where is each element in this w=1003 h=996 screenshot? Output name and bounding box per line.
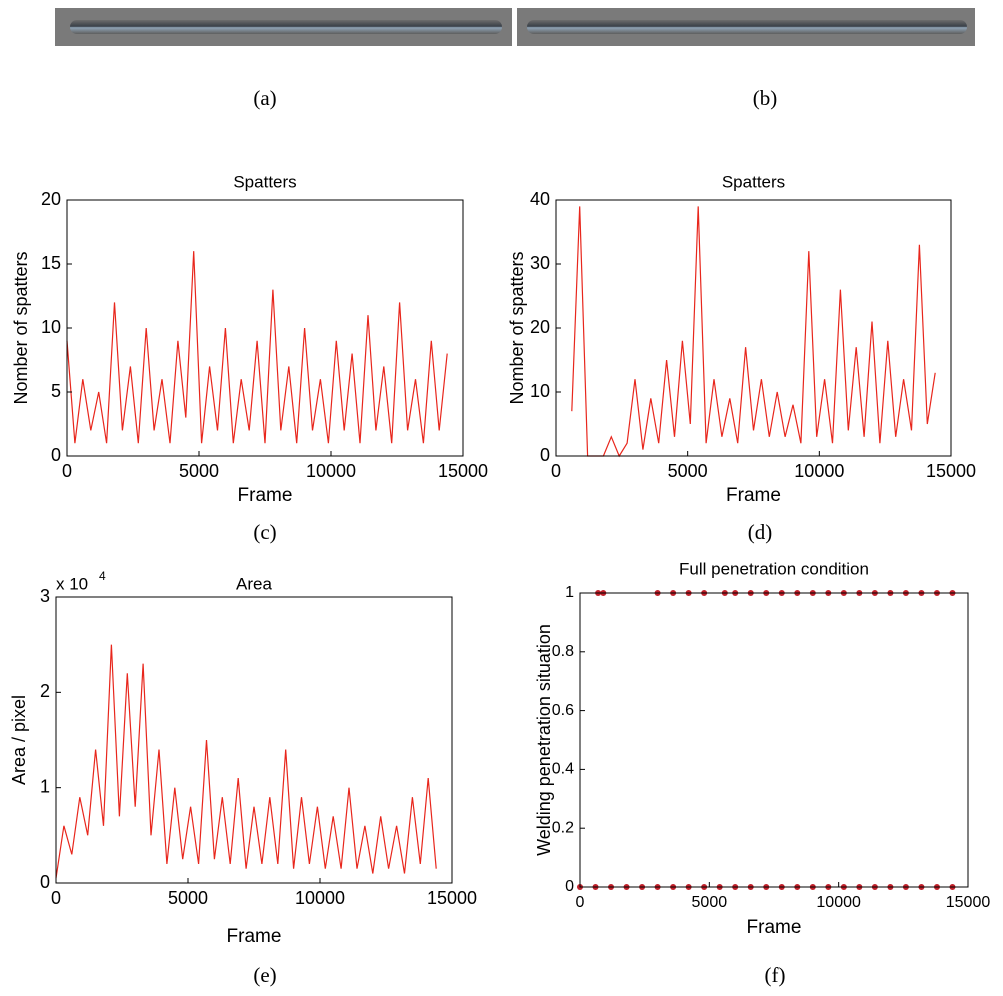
panel-label: (b) bbox=[753, 86, 778, 110]
x-tick-label: 0 bbox=[576, 894, 585, 911]
x-tick-label: 5000 bbox=[692, 894, 728, 911]
x-tick-label: 15000 bbox=[926, 461, 976, 481]
y-tick-label: 5 bbox=[51, 381, 61, 401]
y-tick-label: 1 bbox=[40, 776, 50, 796]
x-tick-label: 10000 bbox=[306, 461, 356, 481]
x-tick-label: 15000 bbox=[438, 461, 488, 481]
axes-frame bbox=[55, 596, 453, 884]
y-multiplier-exponent: 4 bbox=[99, 569, 106, 583]
y-tick-label: 0 bbox=[51, 445, 61, 465]
data-line bbox=[55, 644, 437, 879]
plot-area bbox=[580, 593, 968, 887]
y-tick-label: 15 bbox=[41, 253, 61, 273]
chart-title: Spatters bbox=[233, 172, 296, 191]
plot-area bbox=[56, 597, 452, 883]
y-tick-label: 1 bbox=[565, 584, 574, 601]
x-axis-label: Frame bbox=[238, 485, 293, 506]
data-line bbox=[66, 251, 448, 444]
chart-title: Spatters bbox=[722, 172, 785, 191]
y-multiplier: x 10 bbox=[56, 574, 88, 593]
x-axis-label: Frame bbox=[747, 917, 802, 938]
chart-title: Area bbox=[236, 574, 272, 593]
y-tick-label: 30 bbox=[530, 253, 550, 273]
weld-bead-a bbox=[70, 20, 502, 34]
y-tick-label: 0 bbox=[40, 872, 50, 892]
weld-bead-b bbox=[527, 20, 967, 34]
y-tick-label: 40 bbox=[530, 189, 550, 209]
x-tick-label: 5000 bbox=[668, 461, 708, 481]
data-line bbox=[571, 206, 936, 458]
y-axis-label: Area / pixel bbox=[9, 695, 29, 785]
y-tick-label: 20 bbox=[530, 317, 550, 337]
axes-frame bbox=[579, 592, 969, 888]
plot-area bbox=[67, 200, 463, 456]
y-tick-label: 0.8 bbox=[552, 643, 574, 660]
panel-label: (e) bbox=[253, 963, 276, 987]
x-tick-label: 15000 bbox=[427, 888, 477, 908]
plot-area bbox=[556, 200, 951, 456]
panel-label: (a) bbox=[253, 86, 276, 110]
x-tick-label: 5000 bbox=[168, 888, 208, 908]
y-tick-label: 2 bbox=[40, 681, 50, 701]
panel-label: (f) bbox=[765, 963, 786, 987]
y-tick-label: 0.2 bbox=[552, 819, 574, 836]
x-tick-label: 0 bbox=[51, 888, 61, 908]
chart-title: Full penetration condition bbox=[679, 559, 869, 578]
y-tick-label: 20 bbox=[41, 189, 61, 209]
x-tick-label: 0 bbox=[62, 461, 72, 481]
y-tick-label: 10 bbox=[41, 317, 61, 337]
x-tick-label: 10000 bbox=[794, 461, 844, 481]
y-axis-label: Nomber of spatters bbox=[507, 251, 527, 404]
y-tick-label: 10 bbox=[530, 381, 550, 401]
x-tick-label: 15000 bbox=[946, 894, 991, 911]
panel-label: (c) bbox=[253, 520, 276, 544]
y-tick-label: 3 bbox=[40, 586, 50, 606]
x-axis-label: Frame bbox=[726, 485, 781, 506]
y-tick-label: 0 bbox=[565, 878, 574, 895]
y-axis-label: Nomber of spatters bbox=[11, 251, 31, 404]
x-tick-label: 10000 bbox=[816, 894, 861, 911]
panel-label: (d) bbox=[748, 520, 773, 544]
y-axis-label: Welding penetration situation bbox=[534, 624, 554, 856]
y-tick-label: 0.4 bbox=[552, 761, 574, 778]
x-tick-label: 5000 bbox=[179, 461, 219, 481]
x-tick-label: 10000 bbox=[295, 888, 345, 908]
y-tick-label: 0 bbox=[540, 445, 550, 465]
y-tick-label: 0.6 bbox=[552, 702, 574, 719]
x-tick-label: 0 bbox=[551, 461, 561, 481]
x-axis-label: Frame bbox=[227, 926, 282, 947]
